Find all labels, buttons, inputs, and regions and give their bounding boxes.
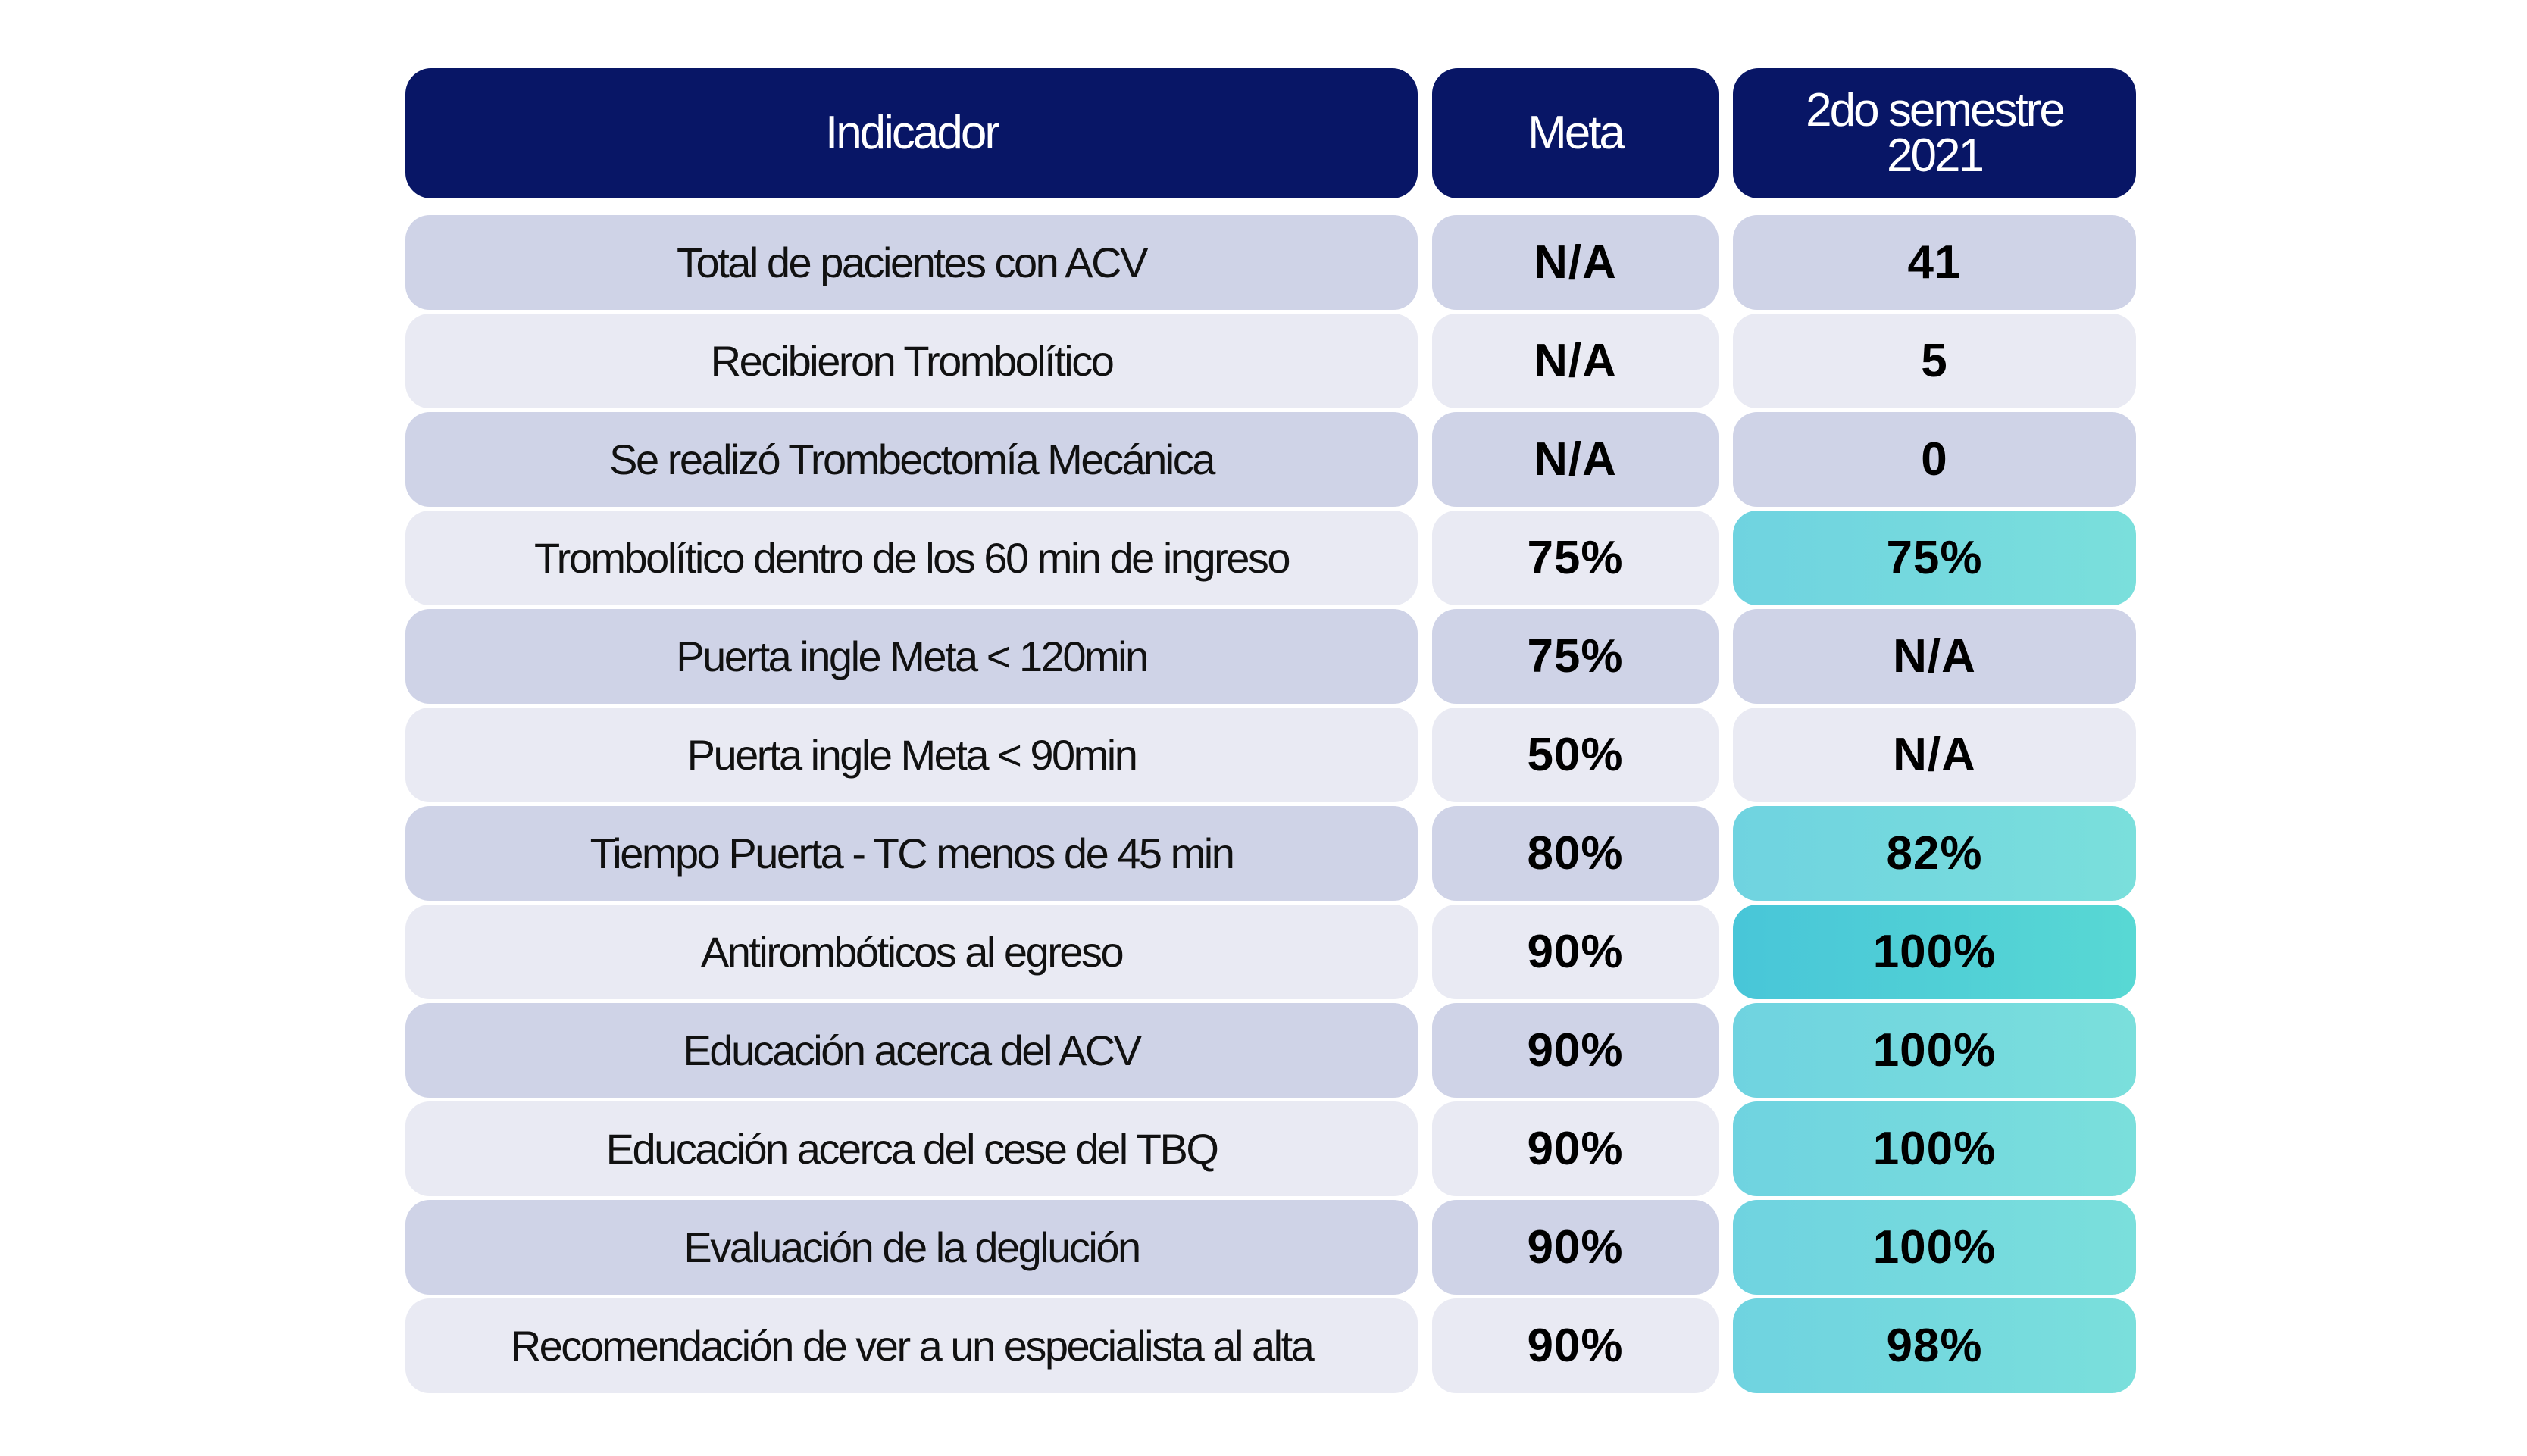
valor-cell-text: 98% bbox=[1886, 1320, 1983, 1372]
valor-cell: N/A bbox=[1733, 609, 2136, 704]
meta-cell: 90% bbox=[1432, 905, 1719, 999]
indicador-cell: Trombolítico dentro de los 60 min de ing… bbox=[405, 511, 1418, 605]
meta-cell: 90% bbox=[1432, 1003, 1719, 1098]
valor-cell-text: 0 bbox=[1921, 433, 1948, 486]
header-meta-label: Meta bbox=[1528, 107, 1625, 159]
valor-cell: 98% bbox=[1733, 1298, 2136, 1393]
valor-cell: 5 bbox=[1733, 314, 2136, 408]
indicador-cell-text: Puerta ingle Meta < 90min bbox=[686, 731, 1138, 779]
meta-cell-text: 90% bbox=[1527, 1221, 1624, 1273]
meta-cell: 50% bbox=[1432, 708, 1719, 802]
header-semestre: 2do semestre 2021 bbox=[1733, 68, 2136, 198]
valor-cell-text: 75% bbox=[1886, 532, 1983, 584]
indicador-cell-text: Tiempo Puerta - TC menos de 45 min bbox=[590, 830, 1235, 877]
meta-cell-text: 75% bbox=[1527, 532, 1624, 584]
meta-cell: 75% bbox=[1432, 609, 1719, 704]
header-semestre-line1: 2do semestre bbox=[1806, 84, 2066, 136]
meta-cell-text: 90% bbox=[1527, 1123, 1624, 1175]
meta-cell: N/A bbox=[1432, 314, 1719, 408]
meta-cell: N/A bbox=[1432, 215, 1719, 310]
indicador-cell: Total de pacientes con ACV bbox=[405, 215, 1418, 310]
meta-cell: 75% bbox=[1432, 511, 1719, 605]
meta-cell: N/A bbox=[1432, 412, 1719, 507]
indicador-cell-text: Puerta ingle Meta < 120min bbox=[676, 633, 1149, 680]
meta-cell-text: 90% bbox=[1527, 926, 1624, 978]
valor-cell-text: 82% bbox=[1886, 827, 1983, 880]
meta-cell-text: 75% bbox=[1527, 630, 1624, 683]
meta-cell: 90% bbox=[1432, 1200, 1719, 1295]
indicador-cell-text: Se realizó Trombectomía Mecánica bbox=[609, 436, 1215, 483]
valor-cell: 100% bbox=[1733, 905, 2136, 999]
header-indicador: Indicador bbox=[405, 68, 1418, 198]
valor-cell: 75% bbox=[1733, 511, 2136, 605]
indicador-cell-text: Antirombóticos al egreso bbox=[700, 928, 1124, 976]
meta-cell-text: 50% bbox=[1527, 729, 1624, 781]
indicador-cell: Educación acerca del cese del TBQ bbox=[405, 1101, 1418, 1196]
valor-cell: 100% bbox=[1733, 1200, 2136, 1295]
valor-cell-text: 100% bbox=[1872, 1024, 1997, 1076]
valor-cell: 82% bbox=[1733, 806, 2136, 901]
indicador-cell: Recibieron Trombolítico bbox=[405, 314, 1418, 408]
valor-cell-text: N/A bbox=[1893, 729, 1976, 781]
meta-cell-text: N/A bbox=[1534, 433, 1617, 486]
indicador-cell: Tiempo Puerta - TC menos de 45 min bbox=[405, 806, 1418, 901]
indicador-cell-text: Trombolítico dentro de los 60 min de ing… bbox=[533, 534, 1291, 582]
valor-cell: 41 bbox=[1733, 215, 2136, 310]
valor-cell: 100% bbox=[1733, 1003, 2136, 1098]
meta-cell: 80% bbox=[1432, 806, 1719, 901]
meta-cell-text: N/A bbox=[1534, 236, 1617, 289]
valor-cell-text: N/A bbox=[1893, 630, 1976, 683]
indicador-cell-text: Recomendación de ver a un especialista a… bbox=[510, 1322, 1315, 1370]
indicador-cell: Se realizó Trombectomía Mecánica bbox=[405, 412, 1418, 507]
indicador-cell-text: Educación acerca del cese del TBQ bbox=[605, 1125, 1219, 1173]
meta-cell-text: 80% bbox=[1527, 827, 1624, 880]
indicador-cell: Puerta ingle Meta < 120min bbox=[405, 609, 1418, 704]
indicador-cell: Puerta ingle Meta < 90min bbox=[405, 708, 1418, 802]
indicador-cell: Educación acerca del ACV bbox=[405, 1003, 1418, 1098]
indicador-cell: Recomendación de ver a un especialista a… bbox=[405, 1298, 1418, 1393]
indicador-cell: Antirombóticos al egreso bbox=[405, 905, 1418, 999]
indicador-cell-text: Total de pacientes con ACV bbox=[677, 239, 1148, 286]
meta-cell-text: 90% bbox=[1527, 1024, 1624, 1076]
header-meta: Meta bbox=[1432, 68, 1719, 198]
valor-cell: 0 bbox=[1733, 412, 2136, 507]
valor-cell-text: 100% bbox=[1872, 1221, 1997, 1273]
valor-cell-text: 41 bbox=[1907, 236, 1962, 289]
valor-cell-text: 5 bbox=[1921, 335, 1948, 387]
indicador-cell-text: Evaluación de la deglución bbox=[683, 1223, 1141, 1271]
meta-cell-text: 90% bbox=[1527, 1320, 1624, 1372]
valor-cell: 100% bbox=[1733, 1101, 2136, 1196]
valor-cell: N/A bbox=[1733, 708, 2136, 802]
indicador-cell: Evaluación de la deglución bbox=[405, 1200, 1418, 1295]
header-semestre-line2: 2021 bbox=[1887, 130, 1984, 182]
header-semestre-label: 2do semestre 2021 bbox=[1806, 87, 2066, 182]
valor-cell-text: 100% bbox=[1872, 1123, 1997, 1175]
header-indicador-label: Indicador bbox=[824, 107, 1000, 159]
indicador-cell-text: Educación acerca del ACV bbox=[683, 1026, 1142, 1074]
indicador-cell-text: Recibieron Trombolítico bbox=[710, 337, 1115, 385]
indicator-table: Indicador Meta 2do semestre 2021 Total de… bbox=[405, 68, 2136, 1393]
meta-cell-text: N/A bbox=[1534, 335, 1617, 387]
valor-cell-text: 100% bbox=[1872, 926, 1997, 978]
meta-cell: 90% bbox=[1432, 1101, 1719, 1196]
meta-cell: 90% bbox=[1432, 1298, 1719, 1393]
